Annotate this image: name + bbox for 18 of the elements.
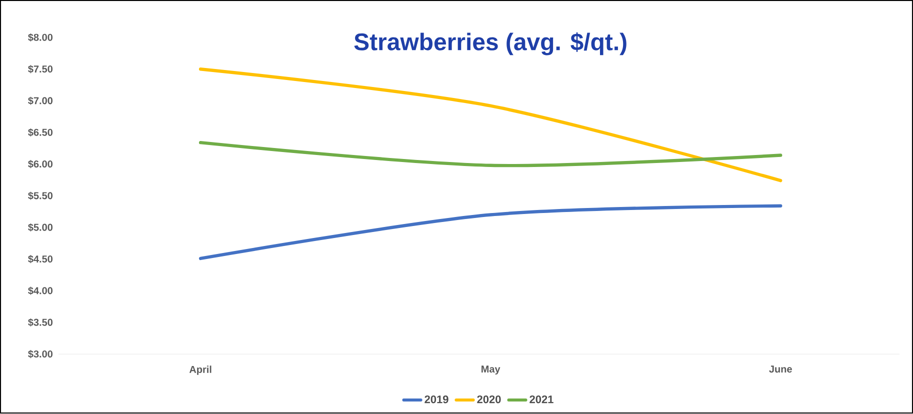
y-tick-label: $3.00 (28, 350, 53, 358)
y-tick-label: $6.00 (28, 160, 53, 168)
y-tick-label: $8.00 (28, 34, 53, 42)
x-tick-label: April (189, 366, 212, 376)
y-tick-label: $3.50 (28, 318, 53, 327)
legend-label: 2021 (530, 396, 554, 404)
x-tick-label: May (482, 366, 500, 375)
y-tick-label: $7.00 (28, 96, 53, 106)
chart-title: Strawberries (avg. $/qt.) (354, 32, 626, 56)
y-tick-label: $5.00 (28, 224, 53, 232)
legend-label: 2020 (477, 396, 501, 404)
y-tick-label: $7.50 (28, 65, 53, 74)
y-tick-label: $4.00 (28, 286, 53, 296)
y-tick-label: $5.50 (28, 192, 53, 200)
y-tick-label: $6.50 (28, 128, 53, 137)
legend-label: 2019 (424, 396, 448, 404)
y-tick-label: $4.50 (28, 255, 53, 264)
x-tick-label: June (769, 366, 792, 373)
